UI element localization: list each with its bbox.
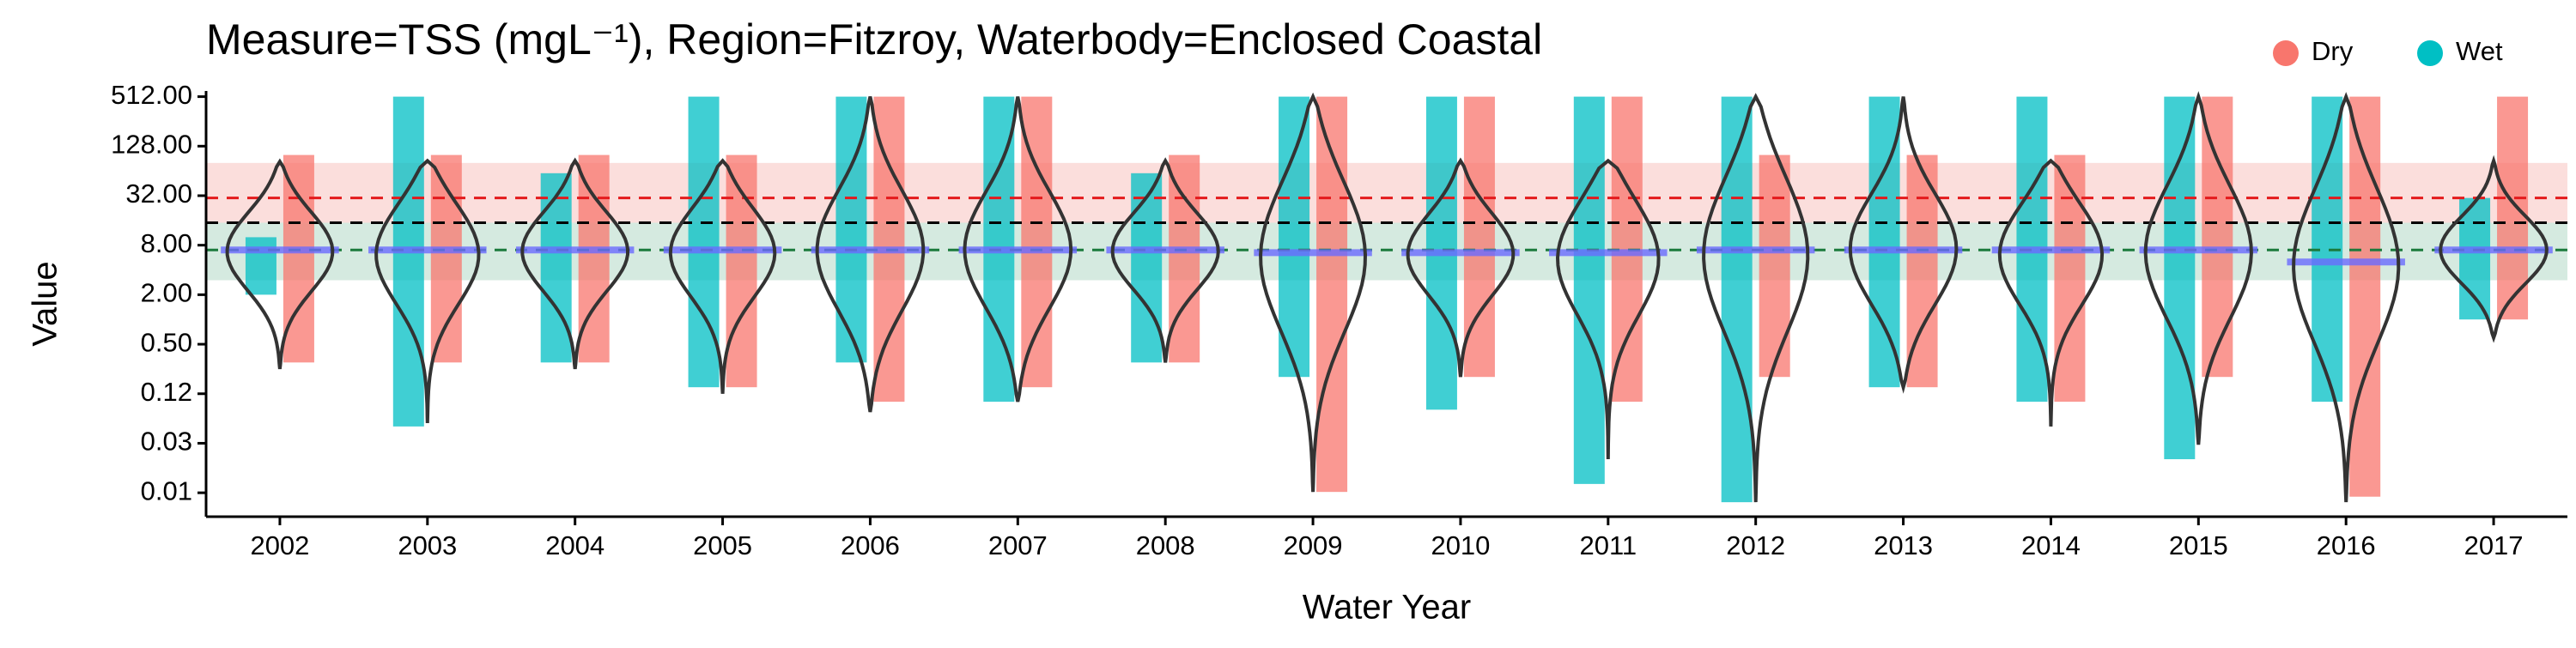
point-cloud [688,96,720,388]
point-cloud [540,173,572,363]
violin [815,96,926,413]
violin [1259,92,1368,493]
point-cloud [245,237,276,295]
x-tick-label: 2016 [2317,530,2376,560]
violin [1555,158,1661,460]
y-tick-label: 0.50 [141,327,192,357]
y-axis-label: Value [27,261,64,346]
violin [225,158,335,370]
legend-label: Dry [2312,36,2354,66]
y-tick-label: 512.00 [111,80,192,110]
legend-swatch [2273,40,2299,66]
legend-label: Wet [2456,36,2503,66]
x-tick-label: 2013 [1874,530,1933,560]
violin [2439,154,2549,343]
x-tick-label: 2011 [1579,530,1637,560]
violin [1702,93,1810,503]
y-tick-label: 8.00 [141,228,192,258]
point-cloud [1573,96,1605,484]
point-cloud [1169,154,1200,363]
violin [963,96,1073,403]
violin [1848,96,1959,394]
x-tick-label: 2004 [545,530,605,560]
violin [374,158,481,423]
x-tick-label: 2002 [250,530,309,560]
violin [1997,158,2105,427]
y-tick-label: 0.01 [141,475,192,506]
x-tick-label: 2008 [1136,530,1195,560]
y-tick-label: 0.03 [141,427,192,457]
point-cloud [2202,96,2233,378]
point-cloud [1759,154,1790,378]
y-tick-label: 0.12 [141,377,192,407]
x-axis-label: Water Year [1303,589,1471,627]
violin [1110,157,1220,363]
x-tick-label: 2009 [1284,530,1343,560]
violin [1406,157,1516,378]
point-cloud [392,96,424,427]
x-tick-label: 2015 [2169,530,2228,560]
point-cloud [1131,173,1163,363]
x-tick-label: 2017 [2464,530,2524,560]
violin [2143,91,2253,445]
violin [520,157,629,370]
point-cloud [1721,96,1753,503]
point-cloud [2164,96,2196,460]
point-cloud [1279,96,1310,378]
violin [668,158,777,394]
point-cloud [2497,96,2529,320]
x-tick-label: 2014 [2021,530,2081,560]
y-tick-label: 2.00 [141,278,192,308]
x-tick-label: 2003 [398,530,457,560]
x-tick-label: 2005 [693,530,752,560]
chart-title: Measure=TSS (mgL⁻¹), Region=Fitzroy, Wat… [206,15,1542,64]
x-tick-label: 2010 [1431,530,1490,560]
x-tick-label: 2006 [841,530,900,560]
legend-swatch [2417,40,2443,66]
y-tick-label: 128.00 [111,129,192,159]
point-cloud [2054,154,2086,403]
x-tick-label: 2007 [988,530,1048,560]
y-tick-label: 32.00 [125,179,192,209]
point-cloud [1316,96,1348,493]
x-tick-label: 2012 [1726,530,1785,560]
violin [2292,92,2401,503]
